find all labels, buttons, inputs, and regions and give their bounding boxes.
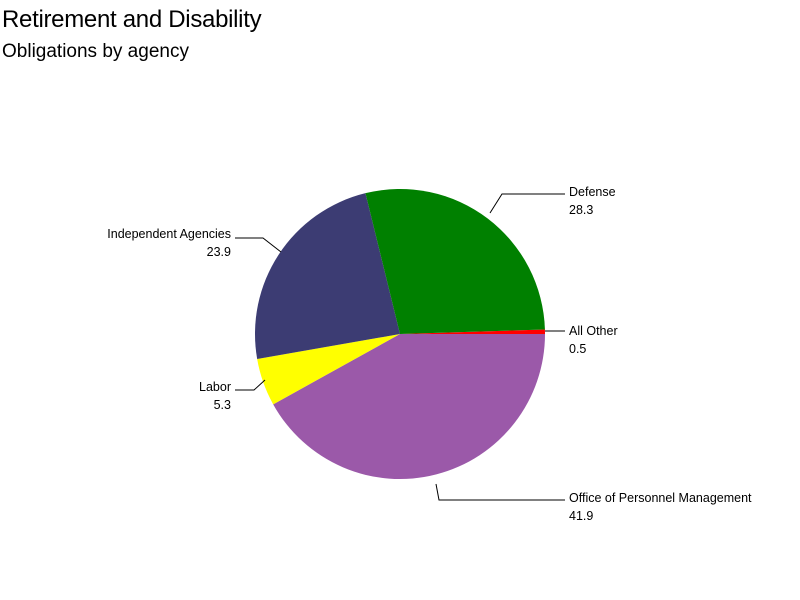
slice-value-independent-agencies: 23.9 bbox=[207, 245, 231, 259]
chart-title: Retirement and Disability bbox=[2, 6, 262, 33]
pie-slice-all-other bbox=[400, 329, 545, 334]
leader-line-labor bbox=[235, 379, 266, 391]
slice-label-all-other: All Other bbox=[569, 324, 618, 338]
pie-slice-office-of-personnel-management bbox=[273, 334, 545, 480]
pie-slice-independent-agencies bbox=[254, 193, 400, 359]
chart-subtitle: Obligations by agency bbox=[2, 41, 189, 62]
slice-label-independent-agencies: Independent Agencies bbox=[107, 227, 231, 241]
slice-value-office-of-personnel-management: 41.9 bbox=[569, 509, 593, 523]
slice-value-labor: 5.3 bbox=[214, 398, 231, 412]
leader-line-independent-agencies bbox=[235, 237, 282, 253]
pie-slice-labor bbox=[257, 334, 400, 405]
slice-label-office-of-personnel-management: Office of Personnel Management bbox=[569, 491, 752, 505]
leader-line-defense bbox=[489, 193, 565, 214]
slice-value-all-other: 0.5 bbox=[569, 342, 586, 356]
slice-value-defense: 28.3 bbox=[569, 203, 593, 217]
slice-label-defense: Defense bbox=[569, 185, 616, 199]
pie-slice-defense bbox=[365, 189, 545, 334]
slice-label-labor: Labor bbox=[199, 380, 231, 394]
leader-line-office-of-personnel-management bbox=[435, 483, 565, 501]
